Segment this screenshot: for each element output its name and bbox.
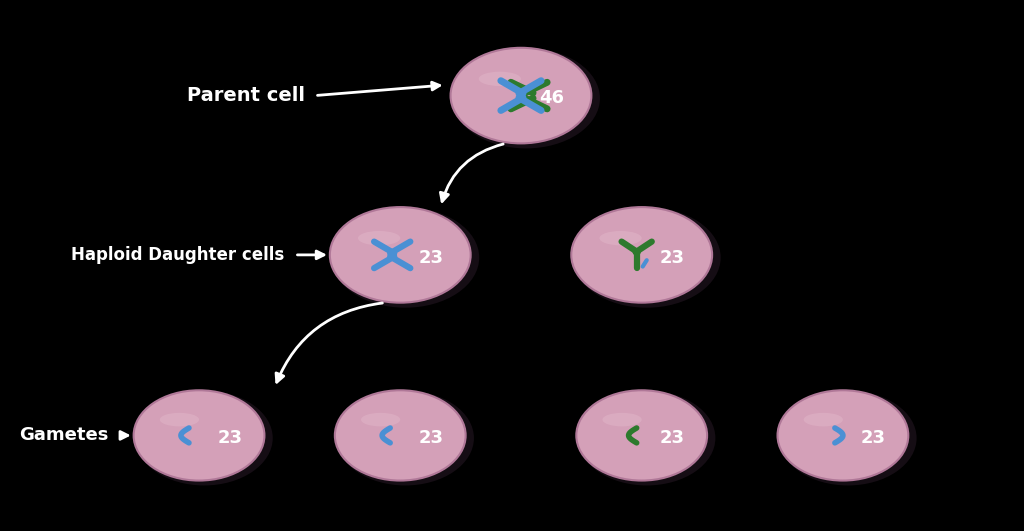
Ellipse shape [361, 413, 400, 426]
Ellipse shape [779, 391, 916, 485]
Ellipse shape [602, 413, 642, 426]
Text: Parent cell: Parent cell [186, 86, 305, 105]
Ellipse shape [804, 413, 843, 426]
FancyArrowPatch shape [120, 432, 128, 439]
FancyArrowPatch shape [317, 82, 439, 96]
Ellipse shape [571, 207, 712, 303]
Text: Gametes: Gametes [19, 426, 109, 444]
FancyArrowPatch shape [276, 303, 382, 382]
Text: 23: 23 [419, 249, 443, 267]
Ellipse shape [332, 207, 479, 307]
Ellipse shape [337, 391, 474, 485]
Ellipse shape [572, 207, 721, 307]
Ellipse shape [135, 391, 272, 485]
Ellipse shape [451, 48, 592, 143]
Ellipse shape [134, 390, 264, 481]
Text: 46: 46 [539, 89, 564, 107]
Ellipse shape [452, 48, 600, 149]
Text: 23: 23 [659, 429, 685, 447]
Ellipse shape [479, 72, 521, 86]
FancyArrowPatch shape [440, 144, 503, 201]
Ellipse shape [579, 391, 716, 485]
Ellipse shape [160, 413, 199, 426]
Text: 23: 23 [861, 429, 886, 447]
Ellipse shape [777, 390, 908, 481]
Ellipse shape [330, 207, 471, 303]
Ellipse shape [599, 231, 642, 245]
Ellipse shape [577, 390, 708, 481]
Text: Haploid Daughter cells: Haploid Daughter cells [72, 246, 285, 264]
Text: 23: 23 [419, 429, 443, 447]
Text: 23: 23 [217, 429, 242, 447]
Ellipse shape [358, 231, 400, 245]
Text: 23: 23 [659, 249, 685, 267]
Ellipse shape [335, 390, 466, 481]
FancyArrowPatch shape [297, 251, 324, 259]
